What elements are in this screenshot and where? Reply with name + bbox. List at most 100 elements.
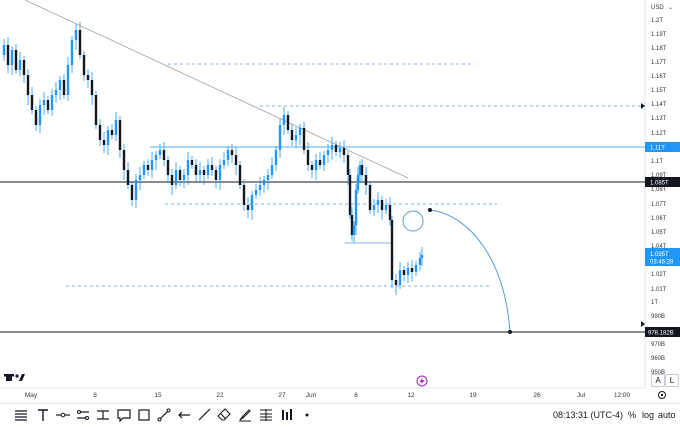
candle-body — [18, 60, 22, 70]
time-axis-label: 6 — [354, 392, 358, 399]
price-tick-label: 1.08T — [651, 187, 667, 193]
eraser-tool-icon[interactable] — [217, 408, 231, 422]
time-axis-label: 8 — [93, 392, 97, 399]
candle-body — [418, 258, 422, 265]
candle-body — [402, 270, 406, 275]
candle-body — [114, 120, 118, 135]
candle-body — [82, 55, 86, 75]
candle-body — [26, 75, 30, 95]
clock-time[interactable]: 08:13:31 (UTC-4) — [553, 410, 624, 420]
trend-line-tool-icon[interactable] — [157, 408, 171, 422]
price-tick-label: 1.19T — [651, 32, 667, 38]
fib-retracement-tool-icon[interactable] — [259, 408, 273, 422]
candle-body — [246, 205, 250, 210]
candle-body — [226, 150, 230, 160]
candle-body — [22, 60, 26, 75]
price-tag-bottom-text: 978.182B — [648, 331, 674, 337]
rectangle-tool-icon[interactable] — [137, 408, 151, 422]
price-tag-level-blue-text: 1.11T — [650, 146, 665, 152]
time-axis-label: Jun — [306, 392, 317, 399]
bottom-toolbar: 08:13:31 (UTC-4) % log auto — [0, 403, 680, 426]
candle-body — [138, 175, 142, 180]
candle-body — [210, 165, 214, 170]
price-tag-level-black-text: 1.085T — [650, 181, 669, 187]
price-tick-label: 1.06T — [651, 216, 667, 222]
time-axis-label: 12 — [407, 392, 415, 399]
price-tick-label: 960B — [651, 356, 665, 362]
candle-body — [250, 195, 254, 210]
time-axis[interactable]: May 8 15 22 27 Jun 6 12 19 26 Jul 12:00 — [25, 392, 631, 399]
candle-body — [266, 175, 270, 180]
trend-line[interactable] — [24, 0, 409, 179]
price-tick-label: 1.17T — [651, 60, 667, 66]
candle-body — [94, 95, 98, 125]
candle-body — [182, 175, 186, 180]
candle-body — [150, 160, 154, 170]
candle-body — [98, 125, 102, 140]
candle-body — [134, 180, 138, 200]
price-tag-level-blue — [645, 142, 680, 152]
time-axis-label: 15 — [154, 392, 162, 399]
menu-lines-icon[interactable] — [14, 408, 28, 422]
candle-body — [358, 165, 362, 175]
circle-annotation[interactable] — [402, 210, 424, 232]
candle-body — [206, 165, 210, 175]
projection-start-point[interactable] — [428, 208, 432, 212]
candle-body — [222, 160, 226, 165]
ray-tool-icon[interactable] — [197, 408, 211, 422]
text-tool-icon[interactable] — [36, 408, 50, 422]
candle-body — [154, 155, 158, 160]
candle-body — [70, 40, 74, 65]
candle-body — [178, 170, 182, 180]
price-tick-label: 1.05T — [651, 230, 667, 236]
candle-body — [118, 120, 122, 150]
candle-body — [368, 185, 372, 210]
candle-body — [166, 160, 170, 175]
candle-body — [238, 165, 242, 185]
callout-tool-icon[interactable] — [117, 408, 131, 423]
price-tick-label: 1.04T — [651, 244, 667, 250]
currency-selector[interactable]: USD — [651, 5, 664, 11]
arrow-left-tool-icon[interactable] — [177, 408, 191, 422]
auto-toggle[interactable]: auto — [658, 410, 676, 420]
price-range-tool-icon[interactable] — [96, 408, 110, 422]
price-tick-label: 1.12T — [651, 131, 667, 137]
lock-scale-l-button[interactable]: L — [665, 374, 679, 387]
projection-end-point[interactable] — [508, 330, 512, 334]
time-axis-label: 22 — [216, 392, 224, 399]
price-tick-label: 1T — [651, 300, 658, 306]
tradingview-logo — [4, 374, 25, 381]
candle-body — [66, 65, 70, 95]
lightning-icon[interactable] — [416, 375, 428, 387]
candle-body — [86, 75, 90, 80]
candle-body — [410, 268, 414, 272]
candle-body — [234, 155, 238, 165]
percent-toggle[interactable]: % — [628, 410, 637, 420]
candle-body — [420, 255, 424, 258]
candle-body — [330, 145, 334, 150]
price-tick-label: 1.01T — [651, 287, 667, 293]
candle-body — [334, 145, 338, 152]
candle-body — [354, 190, 358, 225]
candle-body — [342, 148, 346, 155]
candle-body — [372, 205, 376, 210]
auto-scale-a-button[interactable]: A — [651, 374, 665, 387]
candle-body — [290, 130, 294, 140]
price-tick-label: 950B — [651, 370, 665, 376]
candle-body — [326, 150, 330, 155]
gear-icon[interactable] — [658, 391, 666, 399]
parallel-channel-tool-icon[interactable] — [76, 408, 90, 422]
candle-body — [398, 270, 402, 285]
brush-tool-icon[interactable] — [238, 408, 252, 422]
log-toggle[interactable]: log — [642, 410, 655, 420]
bars-pattern-tool-icon[interactable] — [280, 408, 294, 422]
candle-body — [346, 155, 350, 175]
price-tag-bottom — [645, 327, 680, 337]
candle-body — [30, 95, 34, 110]
time-axis-label: 27 — [278, 392, 286, 399]
candle-body — [102, 140, 106, 145]
projection-curve[interactable] — [429, 209, 511, 333]
candle-body — [350, 215, 354, 235]
horizontal-line-tool-icon[interactable] — [56, 408, 70, 422]
